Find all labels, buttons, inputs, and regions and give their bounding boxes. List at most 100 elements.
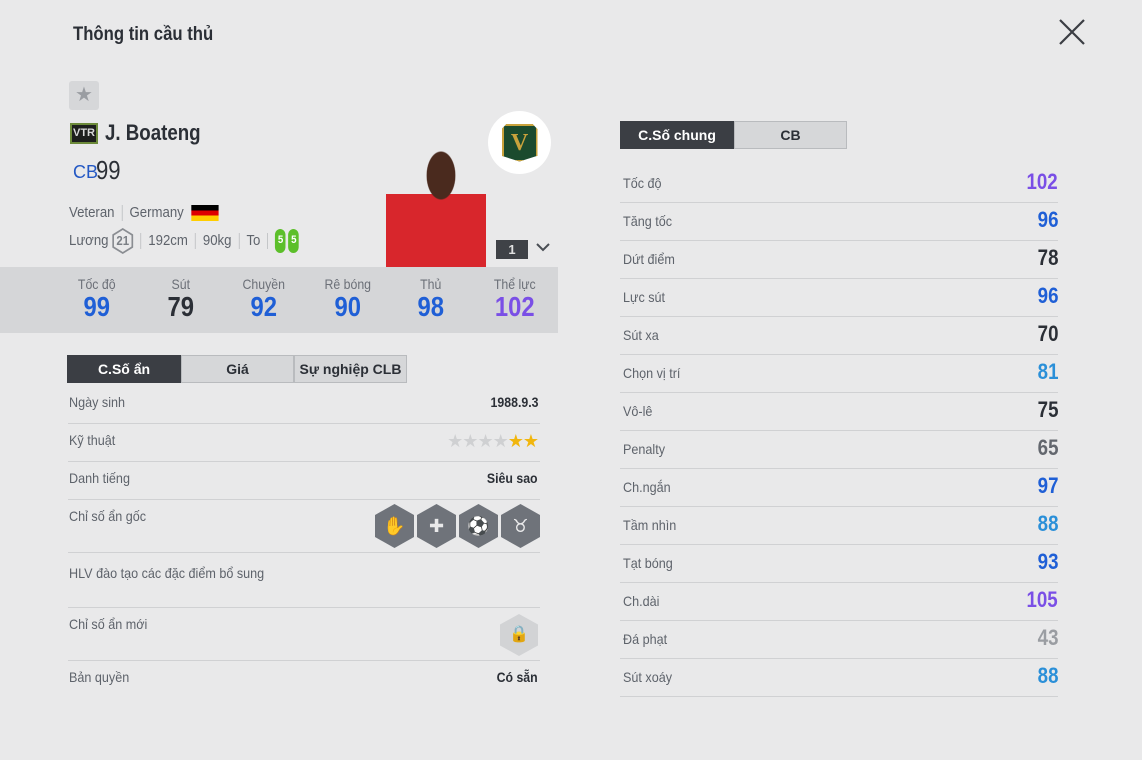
player-position: CB (73, 162, 99, 182)
stat-label: Vô-lê (623, 403, 653, 419)
level-selector[interactable]: 1 (496, 240, 528, 259)
summary-stat-value: 92 (250, 291, 277, 322)
stat-label: Tạt bóng (623, 555, 673, 571)
stat-row: Tăng tốc 96 (620, 203, 1058, 241)
germany-flag-icon (191, 205, 219, 222)
summary-stat-label: Thể lực (493, 276, 536, 292)
stat-value: 105 (1026, 587, 1058, 612)
stat-row: Lực sút 96 (620, 279, 1058, 317)
summary-stat: Chuyền 92 (222, 267, 306, 333)
stat-value: 93 (1037, 549, 1058, 574)
tab-general-stats[interactable]: C.Số chung (620, 121, 734, 149)
summary-stat-label: Thủ (420, 276, 442, 292)
right-tabs: C.Số chung CB (620, 121, 847, 149)
stat-row: Tốc độ 102 (620, 165, 1058, 203)
star-filled-icon: ★ (507, 431, 524, 451)
stat-label: Sút xa (623, 327, 659, 343)
stat-row: Ch.dài 105 (620, 583, 1058, 621)
summary-stat-value: 98 (417, 291, 444, 322)
tab-position-stats[interactable]: CB (734, 121, 847, 149)
weight: 90kg (202, 231, 232, 249)
player-name: J. Boateng (105, 120, 201, 145)
summary-stat: Tốc độ 99 (55, 267, 139, 333)
stat-value: 81 (1037, 359, 1058, 384)
right-foot-icon: 5 (288, 229, 300, 253)
stat-label: Dứt điểm (623, 251, 675, 267)
summary-stat-value: 99 (83, 291, 110, 322)
season-badge: VTR (70, 123, 98, 144)
left-tabs: C.Số ẩn Giá Sự nghiệp CLB (67, 355, 407, 383)
star-empty-icon: ★ (492, 431, 509, 451)
summary-stat-value: 79 (167, 291, 194, 322)
summary-stat-label: Sút (170, 276, 190, 292)
stat-value: 96 (1037, 207, 1058, 232)
chevron-down-icon[interactable] (535, 240, 553, 256)
close-icon[interactable] (1056, 16, 1088, 48)
star-empty-icon: ★ (477, 431, 493, 451)
new-traits-row: Chỉ số ẩn mới 🔒 (68, 608, 540, 661)
favorite-star-button[interactable]: ★ (69, 81, 99, 110)
stat-value: 97 (1037, 473, 1058, 498)
lock-icon[interactable]: 🔒 (500, 614, 538, 656)
stat-label: Tầm nhìn (623, 517, 677, 533)
stat-row: Ch.ngắn 97 (620, 469, 1058, 507)
stat-value: 75 (1037, 397, 1058, 422)
stat-label: Ch.ngắn (623, 479, 671, 495)
player-origin: Veteran Germany (69, 204, 219, 222)
stat-label: Tăng tốc (623, 213, 673, 229)
summary-stat: Rê bóng 90 (306, 267, 390, 333)
tab-club-career[interactable]: Sự nghiệp CLB (294, 355, 407, 383)
salary-hex-icon: 21 (112, 228, 134, 254)
star-empty-icon: ★ (447, 431, 463, 451)
stat-value: 65 (1037, 435, 1058, 460)
summary-stat: Thể lực 102 (473, 267, 557, 333)
season-name: Veteran (69, 204, 115, 221)
stat-label: Ch.dài (623, 593, 660, 609)
stat-row: Tầm nhìn 88 (620, 507, 1058, 545)
stat-row: Sút xa 70 (620, 317, 1058, 355)
stat-value: 78 (1037, 245, 1058, 270)
traits-row: Chỉ số ẩn gốc ✋ ✚ ⚽ ♉ (68, 500, 540, 553)
stat-value: 70 (1037, 321, 1058, 346)
summary-stat-value: 102 (494, 291, 535, 322)
body-type: To (246, 231, 261, 249)
stat-value: 102 (1026, 169, 1058, 194)
stat-row: Sút xoáy 88 (620, 659, 1058, 697)
summary-stat-label: Chuyền (242, 276, 285, 292)
stat-row: Dứt điểm 78 (620, 241, 1058, 279)
stat-label: Tốc độ (623, 175, 662, 191)
left-foot-icon: 5 (275, 229, 286, 253)
tab-hidden-stats[interactable]: C.Số ẩn (67, 355, 181, 383)
ambulance-icon[interactable]: ✚ (417, 504, 456, 548)
summary-stat-value: 90 (334, 291, 361, 322)
stat-value: 43 (1037, 625, 1058, 650)
stat-row: Tạt bóng 93 (620, 545, 1058, 583)
goalkeeper-hands-icon[interactable]: ✋ (375, 504, 414, 548)
long-ball-icon[interactable]: ⚽ (459, 504, 498, 548)
stat-label: Chọn vị trí (623, 365, 681, 381)
page-title: Thông tin cầu thủ (73, 24, 214, 45)
summary-stat: Sút 79 (139, 267, 223, 333)
stat-value: 88 (1037, 511, 1058, 536)
coach-traits-row: HLV đào tạo các đặc điểm bổ sung (68, 553, 540, 608)
stat-row: Chọn vị trí 81 (620, 355, 1058, 393)
star-filled-icon: ★ (522, 431, 539, 451)
club-logo: V (488, 111, 551, 174)
stat-value: 88 (1037, 663, 1058, 688)
nation: Germany (129, 204, 184, 221)
stat-row: Đá phạt 43 (620, 621, 1058, 659)
star-empty-icon: ★ (462, 431, 478, 451)
birth-row: Ngày sinh 1988.9.3 (68, 386, 540, 424)
stat-label: Sút xoáy (623, 669, 673, 685)
summary-stat-label: Tốc độ (77, 276, 116, 292)
bull-icon[interactable]: ♉ (501, 504, 540, 548)
player-physical: Lương 21 192cm 90kg To 5 5 (69, 228, 302, 254)
stat-row: Penalty 65 (620, 431, 1058, 469)
stat-value: 96 (1037, 283, 1058, 308)
salary-label: Lương (69, 231, 109, 249)
summary-stat-label: Rê bóng (323, 276, 371, 292)
player-photo (386, 145, 486, 267)
license-row: Bản quyền Có sẵn (69, 669, 538, 685)
tab-price[interactable]: Giá (181, 355, 294, 383)
stat-label: Đá phạt (623, 631, 668, 647)
